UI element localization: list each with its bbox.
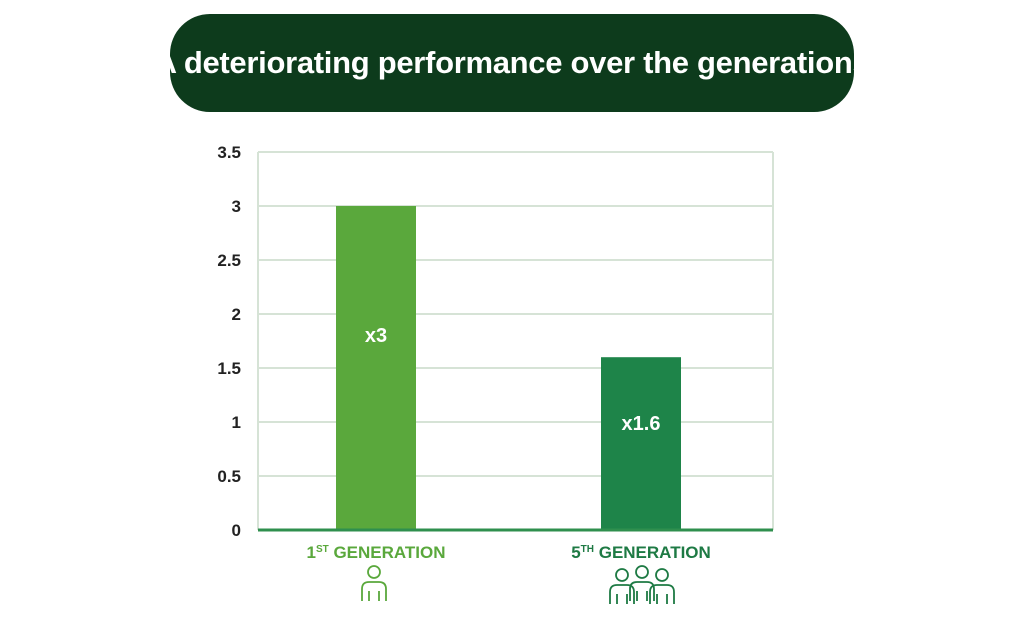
person-icon	[361, 565, 387, 601]
y-tick-label: 3	[232, 197, 241, 216]
y-tick-label: 0.5	[217, 467, 241, 486]
category-label: 5TH GENERATION	[571, 543, 711, 562]
bar-data-label: x3	[365, 325, 387, 347]
bar-data-label: x1.6	[622, 413, 661, 435]
bar	[336, 206, 416, 530]
y-tick-label: 2	[232, 305, 241, 324]
y-tick-label: 1.5	[217, 359, 241, 378]
chart-title: A deteriorating performance over the gen…	[154, 45, 870, 80]
bar	[601, 357, 681, 530]
title-banner: A deteriorating performance over the gen…	[155, 14, 870, 112]
y-tick-label: 3.5	[217, 143, 241, 162]
y-tick-label: 1	[232, 413, 241, 432]
y-tick-label: 2.5	[217, 251, 241, 270]
category-label: 1ST GENERATION	[306, 543, 445, 562]
group-icon	[609, 565, 675, 604]
y-tick-label: 0	[232, 521, 241, 540]
